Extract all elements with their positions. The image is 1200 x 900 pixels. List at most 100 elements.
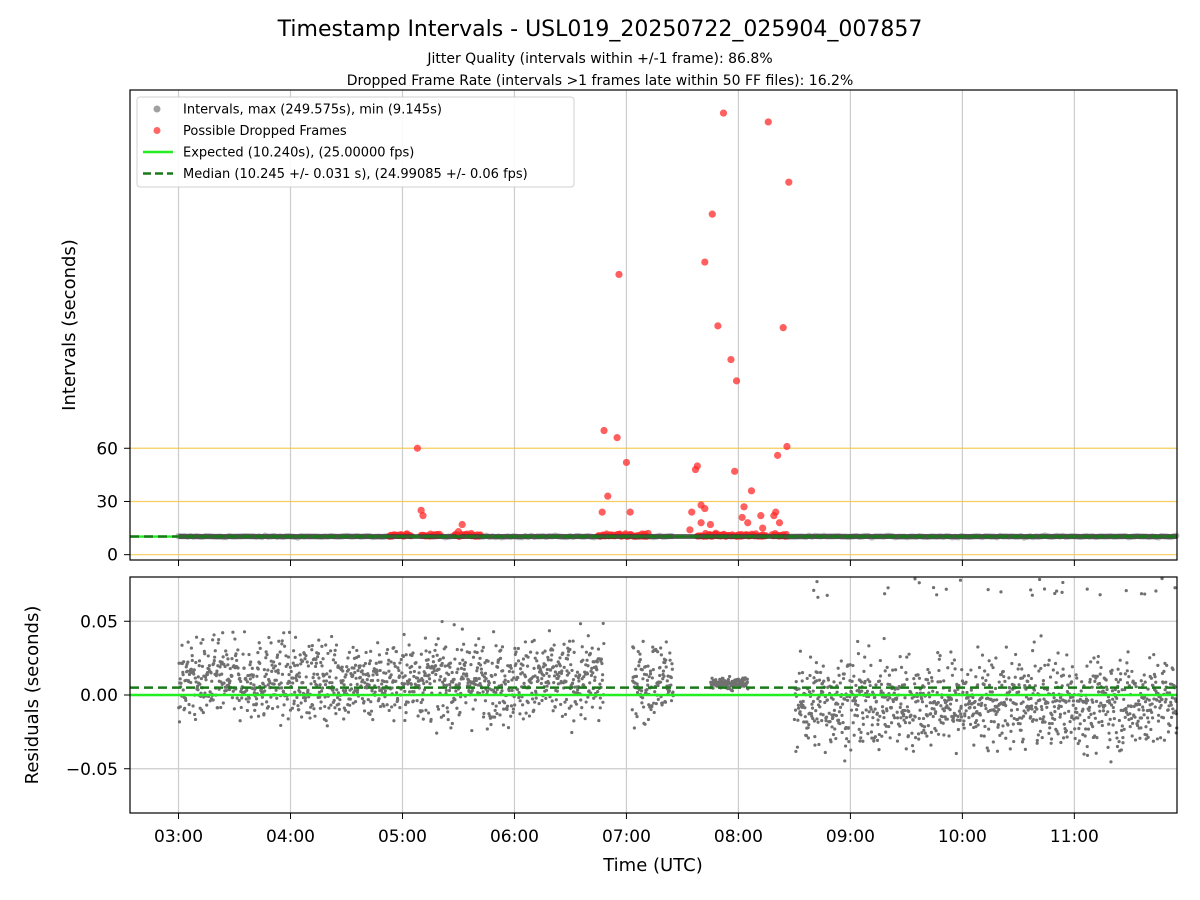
residual-point bbox=[592, 660, 597, 664]
residual-point bbox=[1100, 719, 1104, 724]
residual-point bbox=[326, 651, 330, 656]
residual-point bbox=[656, 697, 660, 701]
residual-point bbox=[658, 673, 662, 678]
residual-point bbox=[575, 688, 580, 692]
residual-point bbox=[385, 680, 389, 684]
residual-point bbox=[1053, 591, 1057, 596]
residual-point bbox=[415, 699, 419, 703]
residual-point bbox=[835, 690, 839, 694]
residual-point bbox=[286, 662, 290, 666]
residual-point bbox=[1015, 707, 1019, 712]
residual-point bbox=[892, 716, 897, 720]
residual-point bbox=[280, 672, 285, 677]
residual-point bbox=[980, 653, 985, 657]
residual-point bbox=[1001, 724, 1005, 728]
residual-point bbox=[345, 665, 349, 669]
residual-point bbox=[1159, 703, 1163, 708]
residual-point bbox=[355, 648, 359, 653]
dropped-frame-point bbox=[454, 528, 463, 536]
residual-point bbox=[1155, 737, 1160, 741]
residual-point bbox=[913, 736, 918, 740]
residual-point bbox=[889, 721, 894, 725]
residual-point bbox=[256, 651, 260, 655]
residual-point bbox=[284, 654, 288, 658]
residual-point bbox=[971, 695, 975, 700]
residual-point bbox=[1055, 729, 1059, 733]
residual-point bbox=[1097, 681, 1102, 686]
residual-point bbox=[801, 703, 805, 708]
residual-point bbox=[1010, 661, 1014, 666]
residual-point bbox=[953, 667, 957, 671]
residual-point bbox=[638, 658, 642, 662]
residual-point bbox=[548, 668, 553, 672]
dropped-frame-point bbox=[706, 520, 715, 529]
residual-point bbox=[1115, 696, 1119, 701]
x-axis-label: Time (UTC) bbox=[602, 855, 703, 876]
residual-point bbox=[1034, 718, 1039, 722]
residual-point bbox=[1153, 675, 1157, 679]
residual-point bbox=[1088, 680, 1092, 684]
residual-point bbox=[300, 659, 305, 663]
residual-point bbox=[1042, 587, 1047, 591]
residual-point bbox=[875, 711, 879, 715]
residual-point bbox=[1004, 736, 1008, 740]
residual-point bbox=[830, 725, 834, 729]
residual-point bbox=[389, 673, 393, 677]
residual-point bbox=[882, 636, 886, 641]
residual-point bbox=[897, 685, 901, 689]
residual-point bbox=[362, 664, 366, 668]
residual-point bbox=[356, 688, 360, 692]
residual-point bbox=[291, 661, 295, 665]
residual-point bbox=[668, 658, 672, 662]
residual-point bbox=[449, 726, 453, 730]
residual-point bbox=[927, 681, 931, 685]
residual-point bbox=[949, 697, 954, 702]
residual-point bbox=[1086, 727, 1091, 731]
residual-point bbox=[1049, 737, 1054, 741]
residual-point bbox=[886, 698, 890, 702]
dropped-frame-point bbox=[419, 512, 427, 520]
residual-point bbox=[318, 695, 322, 699]
residual-point bbox=[437, 667, 441, 671]
residual-point bbox=[855, 714, 860, 718]
residual-point bbox=[1061, 580, 1065, 585]
residual-point bbox=[984, 678, 988, 683]
residual-point bbox=[184, 698, 188, 702]
residual-point bbox=[863, 679, 867, 684]
residual-point bbox=[967, 701, 971, 706]
residual-point bbox=[511, 710, 515, 715]
residual-point bbox=[987, 683, 992, 687]
residual-point bbox=[1131, 679, 1135, 683]
residual-point bbox=[630, 708, 634, 712]
residual-point bbox=[310, 703, 315, 707]
residual-point bbox=[598, 682, 602, 686]
residual-point bbox=[1103, 703, 1107, 708]
residual-point bbox=[506, 725, 511, 730]
residual-point bbox=[193, 676, 197, 680]
residual-point bbox=[632, 726, 636, 730]
residual-point bbox=[948, 708, 952, 712]
residual-point bbox=[851, 663, 855, 668]
residual-point bbox=[907, 709, 911, 714]
chart-subtitle-1: Jitter Quality (intervals within +/-1 fr… bbox=[426, 51, 772, 67]
residual-point bbox=[843, 697, 847, 701]
residual-point bbox=[494, 704, 498, 708]
residual-point bbox=[862, 669, 866, 673]
residual-point bbox=[1055, 589, 1059, 593]
residual-point bbox=[1113, 688, 1117, 692]
dropped-frame-point bbox=[701, 258, 709, 266]
residual-point bbox=[202, 649, 206, 653]
residual-point bbox=[1126, 704, 1131, 708]
residual-point bbox=[1162, 738, 1167, 742]
residual-point bbox=[647, 703, 651, 707]
residual-point bbox=[1122, 697, 1126, 701]
residual-point bbox=[1105, 687, 1109, 692]
residual-point bbox=[546, 658, 550, 662]
residual-point bbox=[556, 682, 560, 686]
residual-point bbox=[1078, 713, 1082, 717]
residual-point bbox=[973, 699, 977, 704]
residual-point bbox=[942, 679, 946, 683]
residual-point bbox=[541, 651, 545, 655]
residual-point bbox=[1041, 720, 1045, 724]
residual-point bbox=[581, 658, 585, 662]
